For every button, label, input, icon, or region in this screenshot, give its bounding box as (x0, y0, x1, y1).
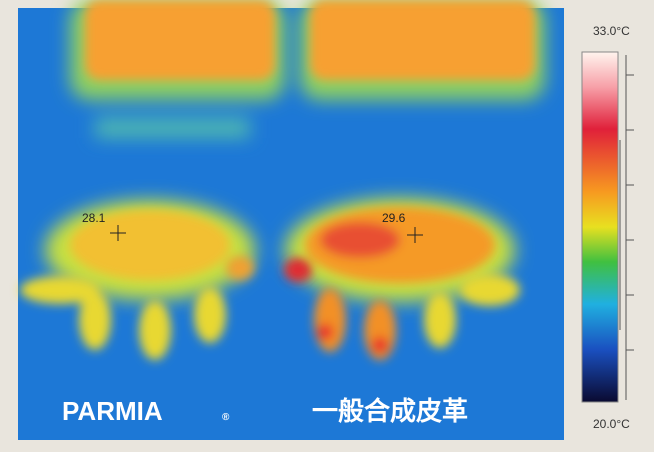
crosshair (110, 225, 423, 243)
caption-mark: ® (222, 412, 230, 423)
scale-max: 33.0°C (593, 24, 630, 38)
color-scale: 33.0°C 20.0°C (581, 24, 634, 431)
thermal-image: 28.1 29.6 PARMIA ® 一般合成皮革 (18, 0, 564, 440)
reading: 29.6 (382, 211, 406, 225)
caption: PARMIA (62, 396, 163, 426)
reading: 28.1 (82, 211, 106, 225)
caption: 一般合成皮革 (312, 396, 468, 426)
scale-min: 20.0°C (593, 417, 630, 431)
